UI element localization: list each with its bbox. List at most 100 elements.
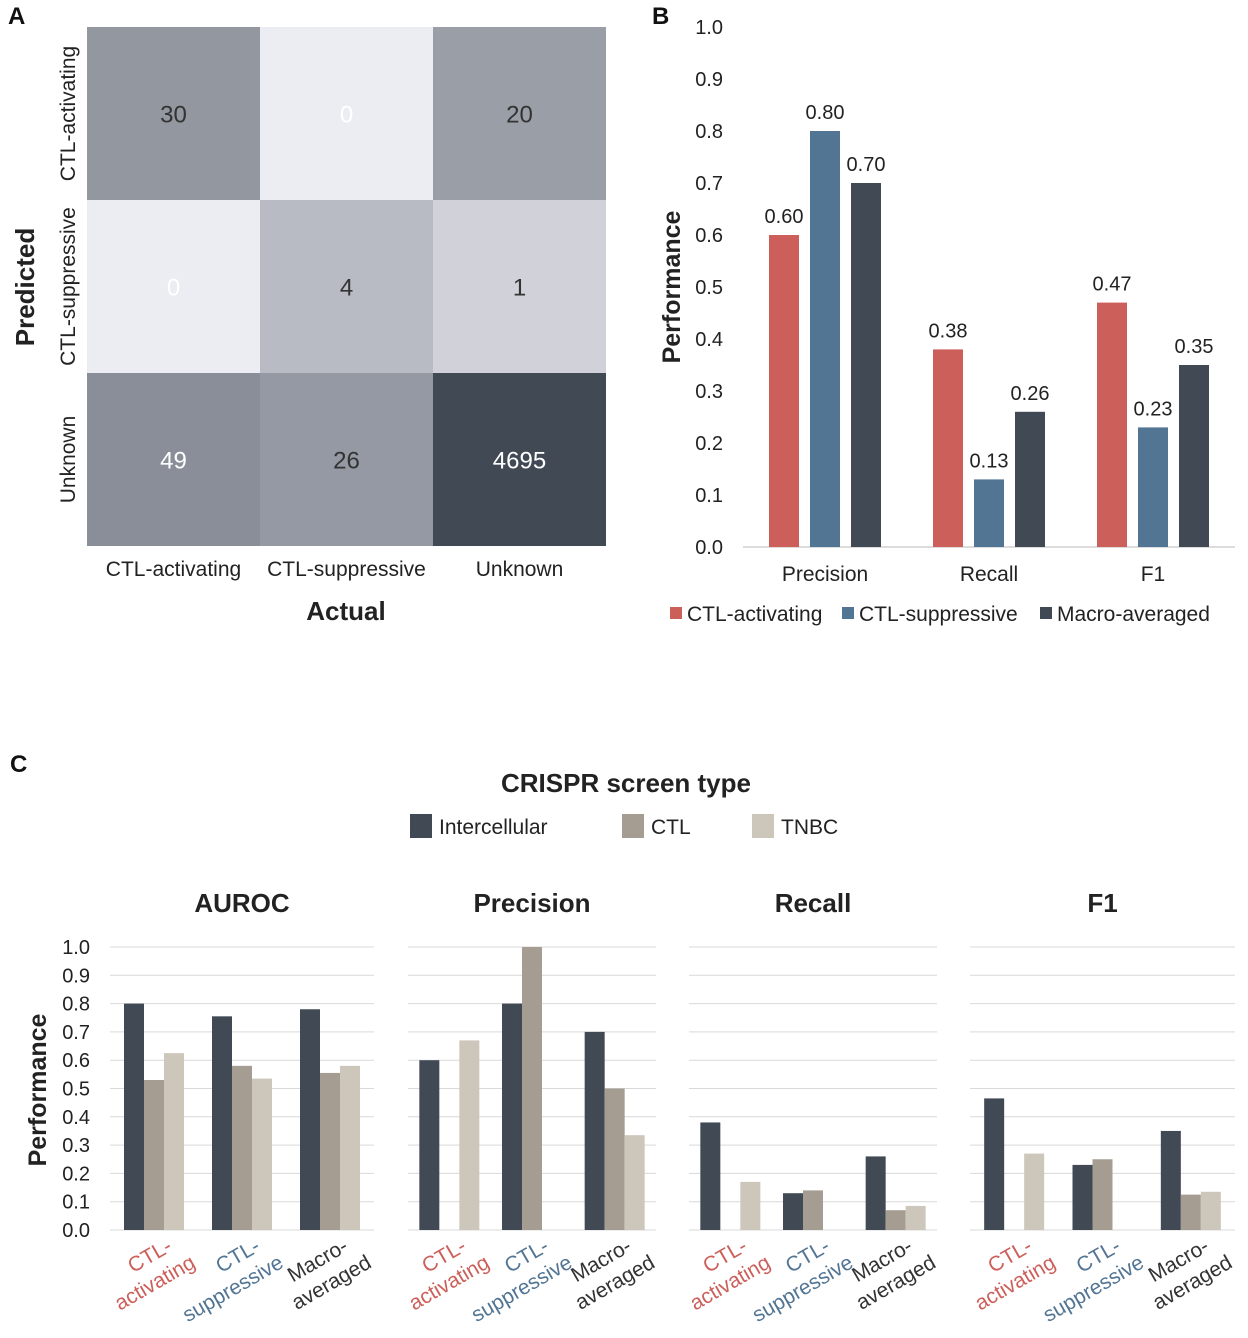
subplot-title: Precision <box>473 888 590 918</box>
screen-bar <box>740 1181 761 1230</box>
heatmap-cell <box>87 200 260 373</box>
bar-chart-y-tick: 0.4 <box>695 329 723 351</box>
subplot-title: F1 <box>1087 888 1117 918</box>
crispr-screen-charts: Intercellular CTL TNBC 0.0 0.1 0.2 0.3 0.4 0.5 0.… <box>62 814 1236 1327</box>
bar-chart-ylabel: Performance <box>658 210 686 363</box>
bar-chart-y-tick: 0.1 <box>695 485 723 507</box>
legend-swatch <box>842 607 854 619</box>
screen-bar <box>419 1060 440 1230</box>
bar-data-label: 0.26 <box>1011 383 1050 405</box>
screen-chart-y-tick: 0.6 <box>62 1050 90 1072</box>
bar-data-label: 0.60 <box>765 206 804 228</box>
heatmap-cell-value: 26 <box>333 448 360 475</box>
heatmap-cell <box>260 27 433 200</box>
screen-chart-ylabel: Performance <box>24 1013 52 1166</box>
bar-data-label: 0.23 <box>1134 398 1173 420</box>
panel-label-b: B <box>652 3 669 30</box>
heatmap-cell <box>87 27 260 200</box>
screen-chart-y-tick: 1.0 <box>62 937 90 959</box>
screen-bar <box>1092 1159 1113 1230</box>
bar-chart-y-tick: 0.2 <box>695 433 723 455</box>
screen-chart-y-tick: 0.8 <box>62 994 90 1016</box>
heatmap-cell-value: 1 <box>513 275 526 302</box>
screen-legend-swatch <box>410 814 432 838</box>
screen-bar <box>1024 1153 1045 1230</box>
screen-legend-entry: CTL <box>651 816 691 839</box>
heatmap-xlabel: Actual <box>306 596 385 626</box>
screen-chart-y-tick: 0.5 <box>62 1079 90 1101</box>
subplot-title: Recall <box>775 888 852 918</box>
heatmap-cell <box>260 373 433 546</box>
screen-bar <box>984 1098 1005 1230</box>
screen-category-label: CTL-activating <box>98 1228 199 1315</box>
heatmap-cell-value: 4695 <box>493 448 546 475</box>
screen-bar <box>124 1003 144 1230</box>
screen-bar <box>1160 1130 1181 1230</box>
bar <box>810 131 840 547</box>
heatmap-cell-value: 4 <box>340 275 353 302</box>
bar <box>851 183 881 547</box>
screen-bar <box>584 1031 605 1230</box>
heatmap-ylabel: Predicted <box>10 228 40 347</box>
heatmap-y-tick: CTL-activating <box>57 46 80 181</box>
screen-legend-entry: TNBC <box>781 816 838 839</box>
legend-swatch <box>670 607 682 619</box>
bar <box>974 479 1004 547</box>
bar <box>1015 411 1045 547</box>
legend-entry: CTL-suppressive <box>859 603 1018 626</box>
screen-category-label: Macro-averaged <box>275 1228 375 1314</box>
screen-bar <box>885 1210 906 1230</box>
screen-legend-swatch <box>752 814 774 838</box>
legend-entry: Macro-averaged <box>1057 603 1210 626</box>
heatmap-cell-value: 20 <box>506 102 533 129</box>
screen-type-title: CRISPR screen type <box>501 768 751 798</box>
screen-bar <box>624 1135 645 1230</box>
screen-bar <box>1180 1194 1201 1230</box>
screen-bar <box>905 1205 926 1230</box>
subplot-title: AUROC <box>194 888 290 918</box>
screen-bar <box>252 1078 272 1230</box>
heatmap-x-tick: CTL-activating <box>106 558 241 581</box>
screen-bar <box>232 1065 252 1230</box>
heatmap-cell <box>433 27 606 200</box>
heatmap-cell <box>433 373 606 546</box>
screen-chart-y-tick: 0.0 <box>62 1220 90 1242</box>
bar-chart-y-tick: 0.5 <box>695 277 723 299</box>
legend-entry: CTL-activating <box>687 603 822 626</box>
bar-data-label: 0.70 <box>847 154 886 176</box>
screen-chart-y-tick: 0.9 <box>62 965 90 987</box>
screen-bar <box>700 1122 721 1230</box>
screen-bar <box>502 1003 522 1230</box>
bar-chart-y-tick: 0.6 <box>695 225 723 247</box>
screen-chart-y-tick: 0.1 <box>62 1192 90 1214</box>
screen-bar <box>340 1065 360 1230</box>
bar-chart-y-tick: 1.0 <box>695 17 723 39</box>
screen-chart-y-tick: 0.4 <box>62 1107 90 1129</box>
bar-data-label: 0.38 <box>929 320 968 342</box>
bar <box>1138 427 1168 547</box>
screen-bar <box>783 1193 803 1230</box>
screen-bar <box>522 947 542 1230</box>
screen-legend-entry: Intercellular <box>439 816 548 839</box>
bar-data-label: 0.47 <box>1093 274 1132 296</box>
screen-category-label: Macro-averaged <box>558 1228 658 1314</box>
confusion-matrix: 30 0 20 0 4 1 49 26 4695 CTL-activating CTL-suppre… <box>57 27 606 581</box>
heatmap-x-tick: CTL-suppressive <box>267 558 426 581</box>
bar-chart-y-tick: 0.0 <box>695 537 723 559</box>
bar-chart-y-tick: 0.7 <box>695 173 723 195</box>
bar <box>933 349 963 547</box>
heatmap-y-tick: CTL-suppressive <box>57 207 80 366</box>
bar-data-label: 0.13 <box>970 450 1009 472</box>
screen-category-label: Macro-averaged <box>839 1228 939 1314</box>
bar-chart-x-tick: Precision <box>782 563 868 586</box>
performance-bar-chart: 0.0 0.1 0.2 0.3 0.4 0.5 0.6 0.7 0.8 0.9 1.0 0.60 0.8… <box>670 17 1235 626</box>
bar-chart-x-tick: F1 <box>1141 563 1166 586</box>
panel-label-a: A <box>8 3 25 30</box>
bar-chart-y-tick: 0.9 <box>695 69 723 91</box>
bar-data-label: 0.35 <box>1175 336 1214 358</box>
screen-bar <box>1200 1191 1221 1230</box>
legend-swatch <box>1040 607 1052 619</box>
screen-bar <box>803 1190 823 1230</box>
screen-category-label: Macro-averaged <box>1136 1228 1236 1314</box>
